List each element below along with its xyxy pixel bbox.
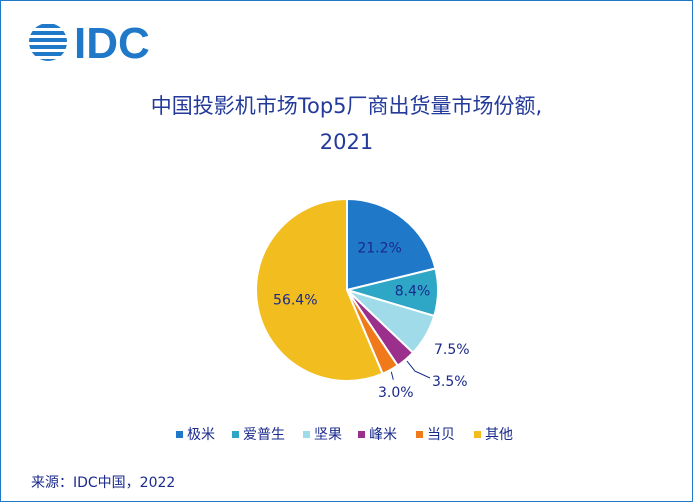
legend-label: 其他	[485, 427, 513, 443]
chart-title-line2: 2021	[319, 130, 374, 154]
data-label: 56.4%	[273, 293, 317, 309]
legend-swatch	[303, 431, 310, 438]
idc-logo-icon: IDC	[29, 19, 150, 68]
data-label: 3.0%	[378, 385, 414, 401]
data-label: 7.5%	[434, 342, 470, 358]
legend-label: 峰米	[369, 427, 397, 443]
source-note: 来源：IDC中国，2022	[31, 475, 176, 491]
pie-slice	[255, 197, 384, 382]
chart-title: 中国投影机市场Top5厂商出货量市场份额, 2021	[0, 88, 693, 160]
chart-title-line1: 中国投影机市场Top5厂商出货量市场份额,	[150, 94, 543, 118]
pie-slice	[346, 197, 437, 292]
legend-swatch	[232, 431, 239, 438]
data-label: 21.2%	[357, 240, 401, 256]
legend-label: 当贝	[427, 427, 455, 443]
legend-swatch	[176, 431, 183, 438]
legend-swatch	[474, 431, 481, 438]
svg-text:IDC: IDC	[74, 22, 150, 64]
data-label: 8.4%	[395, 284, 431, 300]
data-label: 3.5%	[432, 374, 468, 390]
leader-line	[406, 360, 431, 379]
legend-label: 极米	[187, 427, 215, 443]
legend-label: 坚果	[314, 427, 342, 443]
legend-label: 爱普生	[243, 427, 285, 443]
legend-swatch	[416, 431, 423, 438]
legend-swatch	[358, 431, 365, 438]
leader-line	[390, 371, 394, 380]
idc-logo: IDC	[28, 19, 178, 68]
